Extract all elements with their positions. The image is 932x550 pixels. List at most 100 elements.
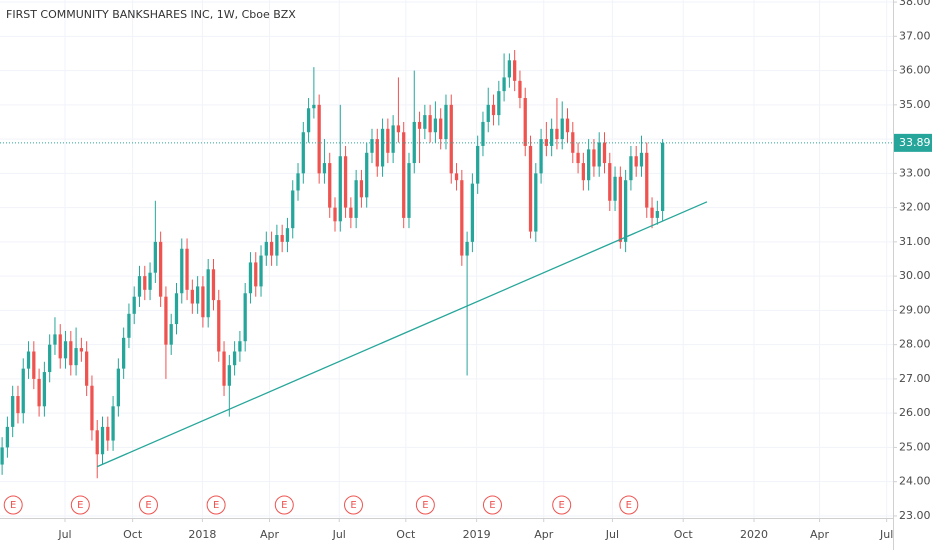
chart-title: FIRST COMMUNITY BANKSHARES INC, 1W, Cboe… [6,8,296,21]
candle-body [518,80,522,98]
candle-body [407,163,411,218]
y-tick-label: 24.00 [899,475,931,488]
candle-body [11,396,15,427]
candle-body [132,296,136,314]
candle-body [354,180,358,218]
candle-body [491,104,496,116]
candle-body [380,128,385,167]
y-tick-label: 38.00 [899,0,931,8]
candle-body [370,139,374,153]
earnings-marker [206,495,226,515]
candle-body [623,180,628,242]
candle-body [90,385,94,431]
x-tick-label: 2020 [740,528,768,541]
candle-body [349,207,353,218]
earnings-label: E [10,500,16,511]
y-tick-label: 29.00 [899,303,931,316]
candle-body [222,351,226,386]
candle-body [296,173,300,191]
candle-body [618,176,622,242]
candle-body [169,324,173,345]
x-tick-label: 2019 [463,528,491,541]
candle-body [592,149,596,167]
candle-body [0,447,4,465]
candle-body [528,145,533,232]
candle-body [264,241,268,256]
candle-body [238,341,242,352]
candle-body [597,142,601,167]
x-tick-label: Oct [674,528,694,541]
candle-body [53,334,57,345]
trendline [96,201,708,468]
y-tick-label: 28.00 [899,338,931,351]
candle-body [137,276,142,297]
earnings-label: E [350,500,356,511]
candle-body [639,152,644,167]
candle-body [343,156,348,208]
candle-body [106,426,110,441]
last-price-label: 33.89 [899,136,931,149]
earnings-marker [619,495,639,515]
earnings-marker [138,495,158,515]
candle-body [391,125,395,153]
earnings-label: E [559,500,565,511]
y-tick-label: 30.00 [899,269,931,282]
y-tick-label: 32.00 [899,201,931,214]
x-tick-label: Jul [879,528,893,541]
candle-body [95,430,99,455]
candle-body [217,300,221,352]
earnings-label: E [422,500,428,511]
earnings-marker [3,495,23,515]
candle-body [48,344,52,373]
candle-body [85,351,89,386]
candle-body [550,128,554,146]
candle-body [454,173,459,181]
candle-body [534,173,538,232]
candle-body [645,152,649,208]
candle-body [148,272,152,290]
candle-body [5,426,10,448]
candle-body [248,262,253,294]
earnings-label: E [213,500,219,511]
candle-body [460,180,464,256]
candle-body [42,372,47,407]
candle-body [243,293,247,342]
candle-body [180,248,184,294]
candle-body [444,104,448,140]
candle-body [32,351,36,379]
candle-body [655,211,659,218]
candle-body [576,152,580,164]
candle-body [602,142,607,164]
candle-body [232,351,237,366]
earnings-marker [552,495,572,515]
candle-body [449,104,453,174]
x-tick-label: Apr [534,528,554,541]
candle-body [26,351,31,369]
earnings-label: E [489,500,495,511]
candle-body [69,341,73,366]
candle-body [174,293,179,325]
x-tick-label: Apr [260,528,280,541]
candle-body [402,132,406,218]
candle-body [211,269,216,301]
y-tick-label: 37.00 [899,29,931,42]
y-tick-label: 35.00 [899,98,931,111]
candle-body [306,108,311,133]
candle-body [291,190,295,229]
earnings-label: E [77,500,83,511]
candle-body [497,91,501,116]
candle-body [158,241,163,297]
candle-body [164,296,168,345]
earnings-marker [274,495,294,515]
candle-body [428,115,432,133]
y-tick-label: 31.00 [899,235,931,248]
y-tick-label: 36.00 [899,64,931,77]
candle-body [322,163,327,174]
candle-body [153,241,157,273]
candle-body [629,156,633,181]
candle-body [275,235,279,256]
candle-body [185,248,189,290]
x-tick-label: Jul [332,528,346,541]
